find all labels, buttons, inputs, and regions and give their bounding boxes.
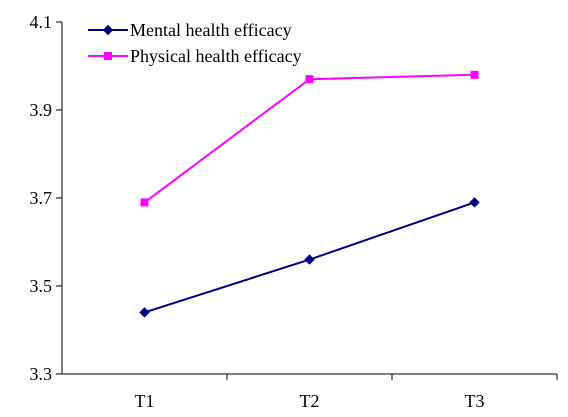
data-point-marker [305, 75, 314, 84]
series-1 [140, 70, 479, 207]
series-group [139, 70, 480, 318]
data-point-marker [304, 254, 315, 265]
data-point-marker [139, 307, 150, 318]
data-point-marker [469, 197, 480, 208]
legend: Mental health efficacy Physical health ef… [88, 20, 302, 66]
x-tick-label: T1 [135, 391, 155, 411]
x-tick-label: T2 [300, 391, 320, 411]
series-line [143, 73, 475, 204]
legend-marker [102, 24, 114, 36]
legend-item: Mental health efficacy [88, 20, 292, 40]
legend-label: Physical health efficacy [130, 46, 302, 66]
y-tick-label: 3.7 [30, 188, 53, 208]
legend-item: Physical health efficacy [88, 46, 302, 66]
y-tick-label: 3.5 [30, 276, 53, 296]
legend-marker [104, 52, 112, 60]
y-tick-label: 4.1 [30, 12, 53, 32]
legend-label: Mental health efficacy [130, 20, 292, 40]
data-point-marker [140, 198, 149, 207]
y-axis-ticks: 3.3 3.5 3.7 3.9 4.1 [30, 12, 62, 384]
x-axis-ticks: T1 T2 T3 [135, 374, 558, 411]
series-0 [139, 197, 480, 318]
y-tick-label: 3.3 [30, 364, 53, 384]
y-tick-label: 3.9 [30, 100, 53, 120]
x-tick-label: T3 [465, 391, 485, 411]
axes [61, 22, 557, 375]
data-point-marker [470, 70, 479, 79]
